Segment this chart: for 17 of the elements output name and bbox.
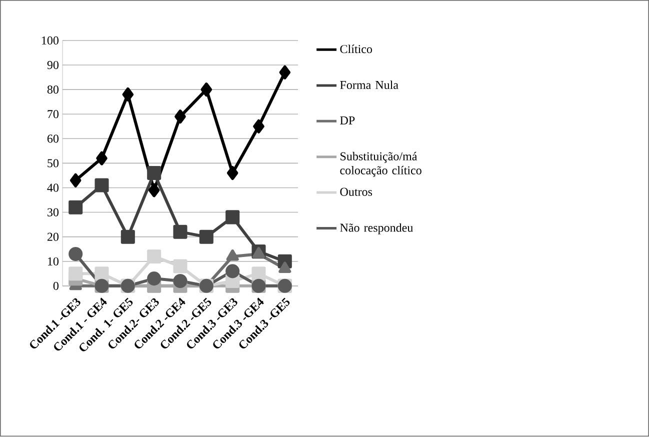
legend-label: Clítico — [340, 44, 372, 54]
legend-label: Forma Nula — [340, 80, 398, 90]
y-tick-label: 60 — [47, 134, 59, 143]
y-tick-label: 80 — [47, 86, 59, 94]
legend-label: Outros — [340, 188, 372, 196]
y-tick-label: 90 — [47, 61, 59, 70]
y-tick-label: 30 — [48, 208, 59, 217]
legend-label: Substituição/má colocação clítico — [340, 152, 422, 178]
y-tick-label: 10 — [48, 258, 59, 266]
y-tick-label: 50 — [48, 159, 59, 168]
y-tick-label: 40 — [47, 184, 59, 192]
legend-label: DP — [340, 116, 355, 125]
y-tick-label: 20 — [47, 232, 59, 242]
y-tick-label: 0 — [53, 282, 59, 290]
y-tick-label: 100 — [42, 36, 59, 45]
legend-label: Não respondeu — [340, 224, 413, 234]
y-tick-label: 70 — [48, 110, 59, 118]
